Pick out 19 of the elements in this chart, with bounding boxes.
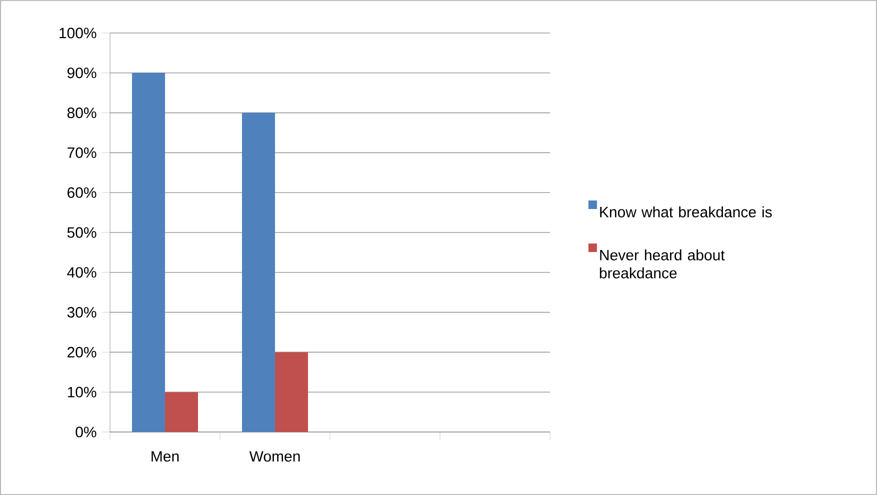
y-tick-label: 100% [60, 28, 96, 38]
y-tick-label: 80% [67, 107, 96, 118]
x-tick-label: Women [249, 451, 300, 462]
y-tick-label: 70% [68, 147, 96, 158]
legend-label: Never heard about breakdance [600, 249, 725, 278]
y-tick-label: 10% [68, 386, 96, 398]
y-tick-label: 30% [67, 306, 96, 318]
y-tick-label: 20% [68, 346, 96, 358]
y-tick-label: 40% [67, 267, 96, 278]
y-tick-label: 60% [68, 187, 96, 198]
y-tick-label: 0% [76, 426, 96, 438]
legend-label: Know what breakdance is [600, 206, 772, 218]
y-tick-label: 90% [67, 68, 96, 78]
bar [275, 352, 308, 432]
bar [132, 72, 166, 432]
x-tick-label: Men [152, 451, 179, 462]
bar [165, 392, 198, 432]
bar [242, 112, 275, 432]
y-tick-label: 50% [67, 227, 96, 238]
